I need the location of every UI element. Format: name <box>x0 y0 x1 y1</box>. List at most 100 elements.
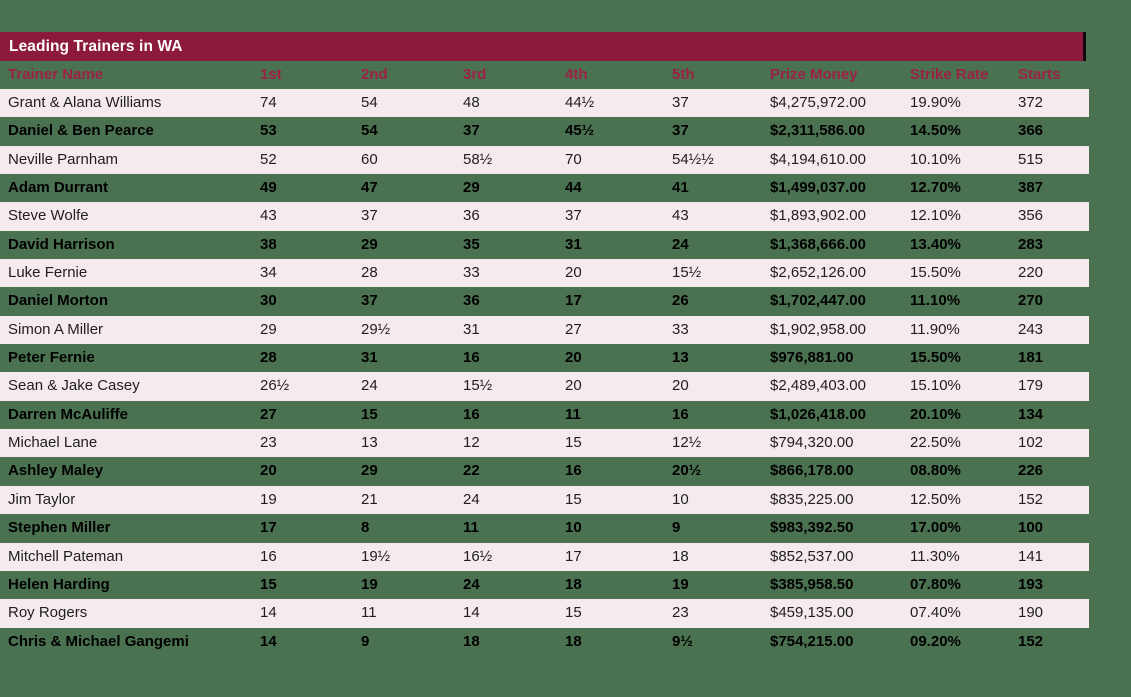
table-row: Jim Taylor 19 21 24 15 10 $835,225.00 12… <box>0 485 1089 515</box>
fourth-place-cell: 70 <box>565 150 582 168</box>
starts-cell: 356 <box>1018 207 1044 225</box>
column-header-trainer-name: Trainer Name <box>8 66 104 83</box>
fourth-place-cell: 16 <box>565 462 582 480</box>
starts-cell: 283 <box>1018 235 1044 253</box>
prize-money-cell: $866,178.00 <box>770 462 854 480</box>
starts-cell: 134 <box>1018 405 1044 423</box>
table-header: Trainer Name 1st 2nd 3rd 4th 5th Prize M… <box>0 61 1089 89</box>
strike-rate-cell: 12.70% <box>910 179 961 197</box>
header-row: Trainer Name 1st 2nd 3rd 4th 5th Prize M… <box>0 61 1089 89</box>
fifth-place-cell: 37 <box>672 122 689 140</box>
second-place-cell: 29 <box>361 462 378 480</box>
column-header-starts: Starts <box>1018 66 1061 83</box>
table-row: Peter Fernie 28 31 16 20 13 $976,881.00 … <box>0 344 1089 372</box>
second-place-cell: 8 <box>361 519 370 537</box>
table-row: Mitchell Pateman 16 19½ 16½ 17 18 $852,5… <box>0 542 1089 571</box>
third-place-cell: 36 <box>463 292 480 310</box>
strike-rate-cell: 22.50% <box>910 434 961 452</box>
strike-rate-cell: 17.00% <box>910 519 961 537</box>
column-header-1st: 1st <box>260 66 282 83</box>
fourth-place-cell: 37 <box>565 207 582 225</box>
trainer-name-cell: Darren McAuliffe <box>8 405 129 423</box>
fifth-place-cell: 18 <box>672 547 689 565</box>
prize-money-cell: $1,902,958.00 <box>770 320 866 338</box>
trainer-name-cell: Jim Taylor <box>8 490 76 508</box>
strike-rate-cell: 19.90% <box>910 94 961 111</box>
starts-cell: 190 <box>1018 604 1044 622</box>
starts-cell: 141 <box>1018 547 1044 565</box>
third-place-cell: 14 <box>463 604 480 622</box>
fourth-place-cell: 44 <box>565 179 582 197</box>
starts-cell: 243 <box>1018 320 1044 338</box>
second-place-cell: 9 <box>361 632 370 650</box>
prize-money-cell: $2,652,126.00 <box>770 264 866 282</box>
fourth-place-cell: 18 <box>565 575 582 593</box>
table-row: David Harrison 38 29 35 31 24 $1,368,666… <box>0 231 1089 259</box>
third-place-cell: 24 <box>463 575 480 593</box>
trainer-name-cell: Grant & Alana Williams <box>8 94 162 111</box>
column-header-prize-money: Prize Money <box>770 66 858 83</box>
second-place-cell: 47 <box>361 179 378 197</box>
starts-cell: 152 <box>1018 490 1044 508</box>
fifth-place-cell: 12½ <box>672 434 702 452</box>
table-row: Luke Fernie 34 28 33 20 15½ $2,652,126.0… <box>0 259 1089 288</box>
starts-cell: 220 <box>1018 264 1044 282</box>
table-row: Helen Harding 15 19 24 18 19 $385,958.50… <box>0 571 1089 599</box>
fourth-place-cell: 11 <box>565 405 581 423</box>
third-place-cell: 16 <box>463 349 480 367</box>
prize-money-cell: $459,135.00 <box>770 604 854 622</box>
fourth-place-cell: 18 <box>565 632 582 650</box>
prize-money-cell: $1,368,666.00 <box>770 235 866 253</box>
trainer-name-cell: Luke Fernie <box>8 264 88 282</box>
first-place-cell: 15 <box>260 575 277 593</box>
strike-rate-cell: 09.20% <box>910 632 961 650</box>
second-place-cell: 29½ <box>361 320 391 338</box>
fourth-place-cell: 20 <box>565 349 582 367</box>
prize-money-cell: $4,194,610.00 <box>770 150 866 168</box>
column-header-strike-rate: Strike Rate <box>910 66 989 83</box>
trainer-name-cell: Chris & Michael Gangemi <box>8 632 189 650</box>
strike-rate-cell: 15.50% <box>910 264 961 282</box>
title-bar: Leading Trainers in WA <box>0 32 1086 61</box>
third-place-cell: 18 <box>463 632 480 650</box>
table-row: Steve Wolfe 43 37 36 37 43 $1,893,902.00… <box>0 202 1089 231</box>
trainer-name-cell: David Harrison <box>8 235 115 253</box>
trainer-name-cell: Ashley Maley <box>8 462 104 480</box>
third-place-cell: 36 <box>463 207 480 225</box>
strike-rate-cell: 10.10% <box>910 150 961 168</box>
prize-money-cell: $2,489,403.00 <box>770 377 866 395</box>
strike-rate-cell: 07.80% <box>910 575 961 593</box>
table-row: Simon A Miller 29 29½ 31 27 33 $1,902,95… <box>0 315 1089 345</box>
trainer-name-cell: Mitchell Pateman <box>8 547 124 565</box>
table-row: Grant & Alana Williams 74 54 48 44½ 37 $… <box>0 89 1089 118</box>
first-place-cell: 34 <box>260 264 277 282</box>
third-place-cell: 15½ <box>463 377 493 395</box>
prize-money-cell: $4,275,972.00 <box>770 94 866 111</box>
starts-cell: 179 <box>1018 377 1044 395</box>
prize-money-cell: $976,881.00 <box>770 349 854 367</box>
table-row: Adam Durrant 49 47 29 44 41 $1,499,037.0… <box>0 174 1089 202</box>
table-row: Darren McAuliffe 27 15 16 11 16 $1,026,4… <box>0 401 1089 429</box>
third-place-cell: 22 <box>463 462 480 480</box>
trainer-name-cell: Peter Fernie <box>8 349 95 367</box>
starts-cell: 181 <box>1018 349 1044 367</box>
prize-money-cell: $983,392.50 <box>770 519 854 537</box>
fourth-place-cell: 15 <box>565 434 582 452</box>
fifth-place-cell: 43 <box>672 207 689 225</box>
fifth-place-cell: 54½½ <box>672 150 714 168</box>
second-place-cell: 11 <box>361 604 377 622</box>
second-place-cell: 19 <box>361 575 378 593</box>
trainer-name-cell: Simon A Miller <box>8 320 104 338</box>
page-title: Leading Trainers in WA <box>9 37 183 55</box>
third-place-cell: 12 <box>463 434 480 452</box>
fifth-place-cell: 16 <box>672 405 689 423</box>
first-place-cell: 52 <box>260 150 277 168</box>
third-place-cell: 58½ <box>463 150 493 168</box>
prize-money-cell: $1,702,447.00 <box>770 292 866 310</box>
first-place-cell: 53 <box>260 122 277 140</box>
first-place-cell: 16 <box>260 547 277 565</box>
fifth-place-cell: 9 <box>672 519 681 537</box>
third-place-cell: 31 <box>463 320 480 338</box>
strike-rate-cell: 11.30% <box>910 547 960 565</box>
second-place-cell: 21 <box>361 490 378 508</box>
